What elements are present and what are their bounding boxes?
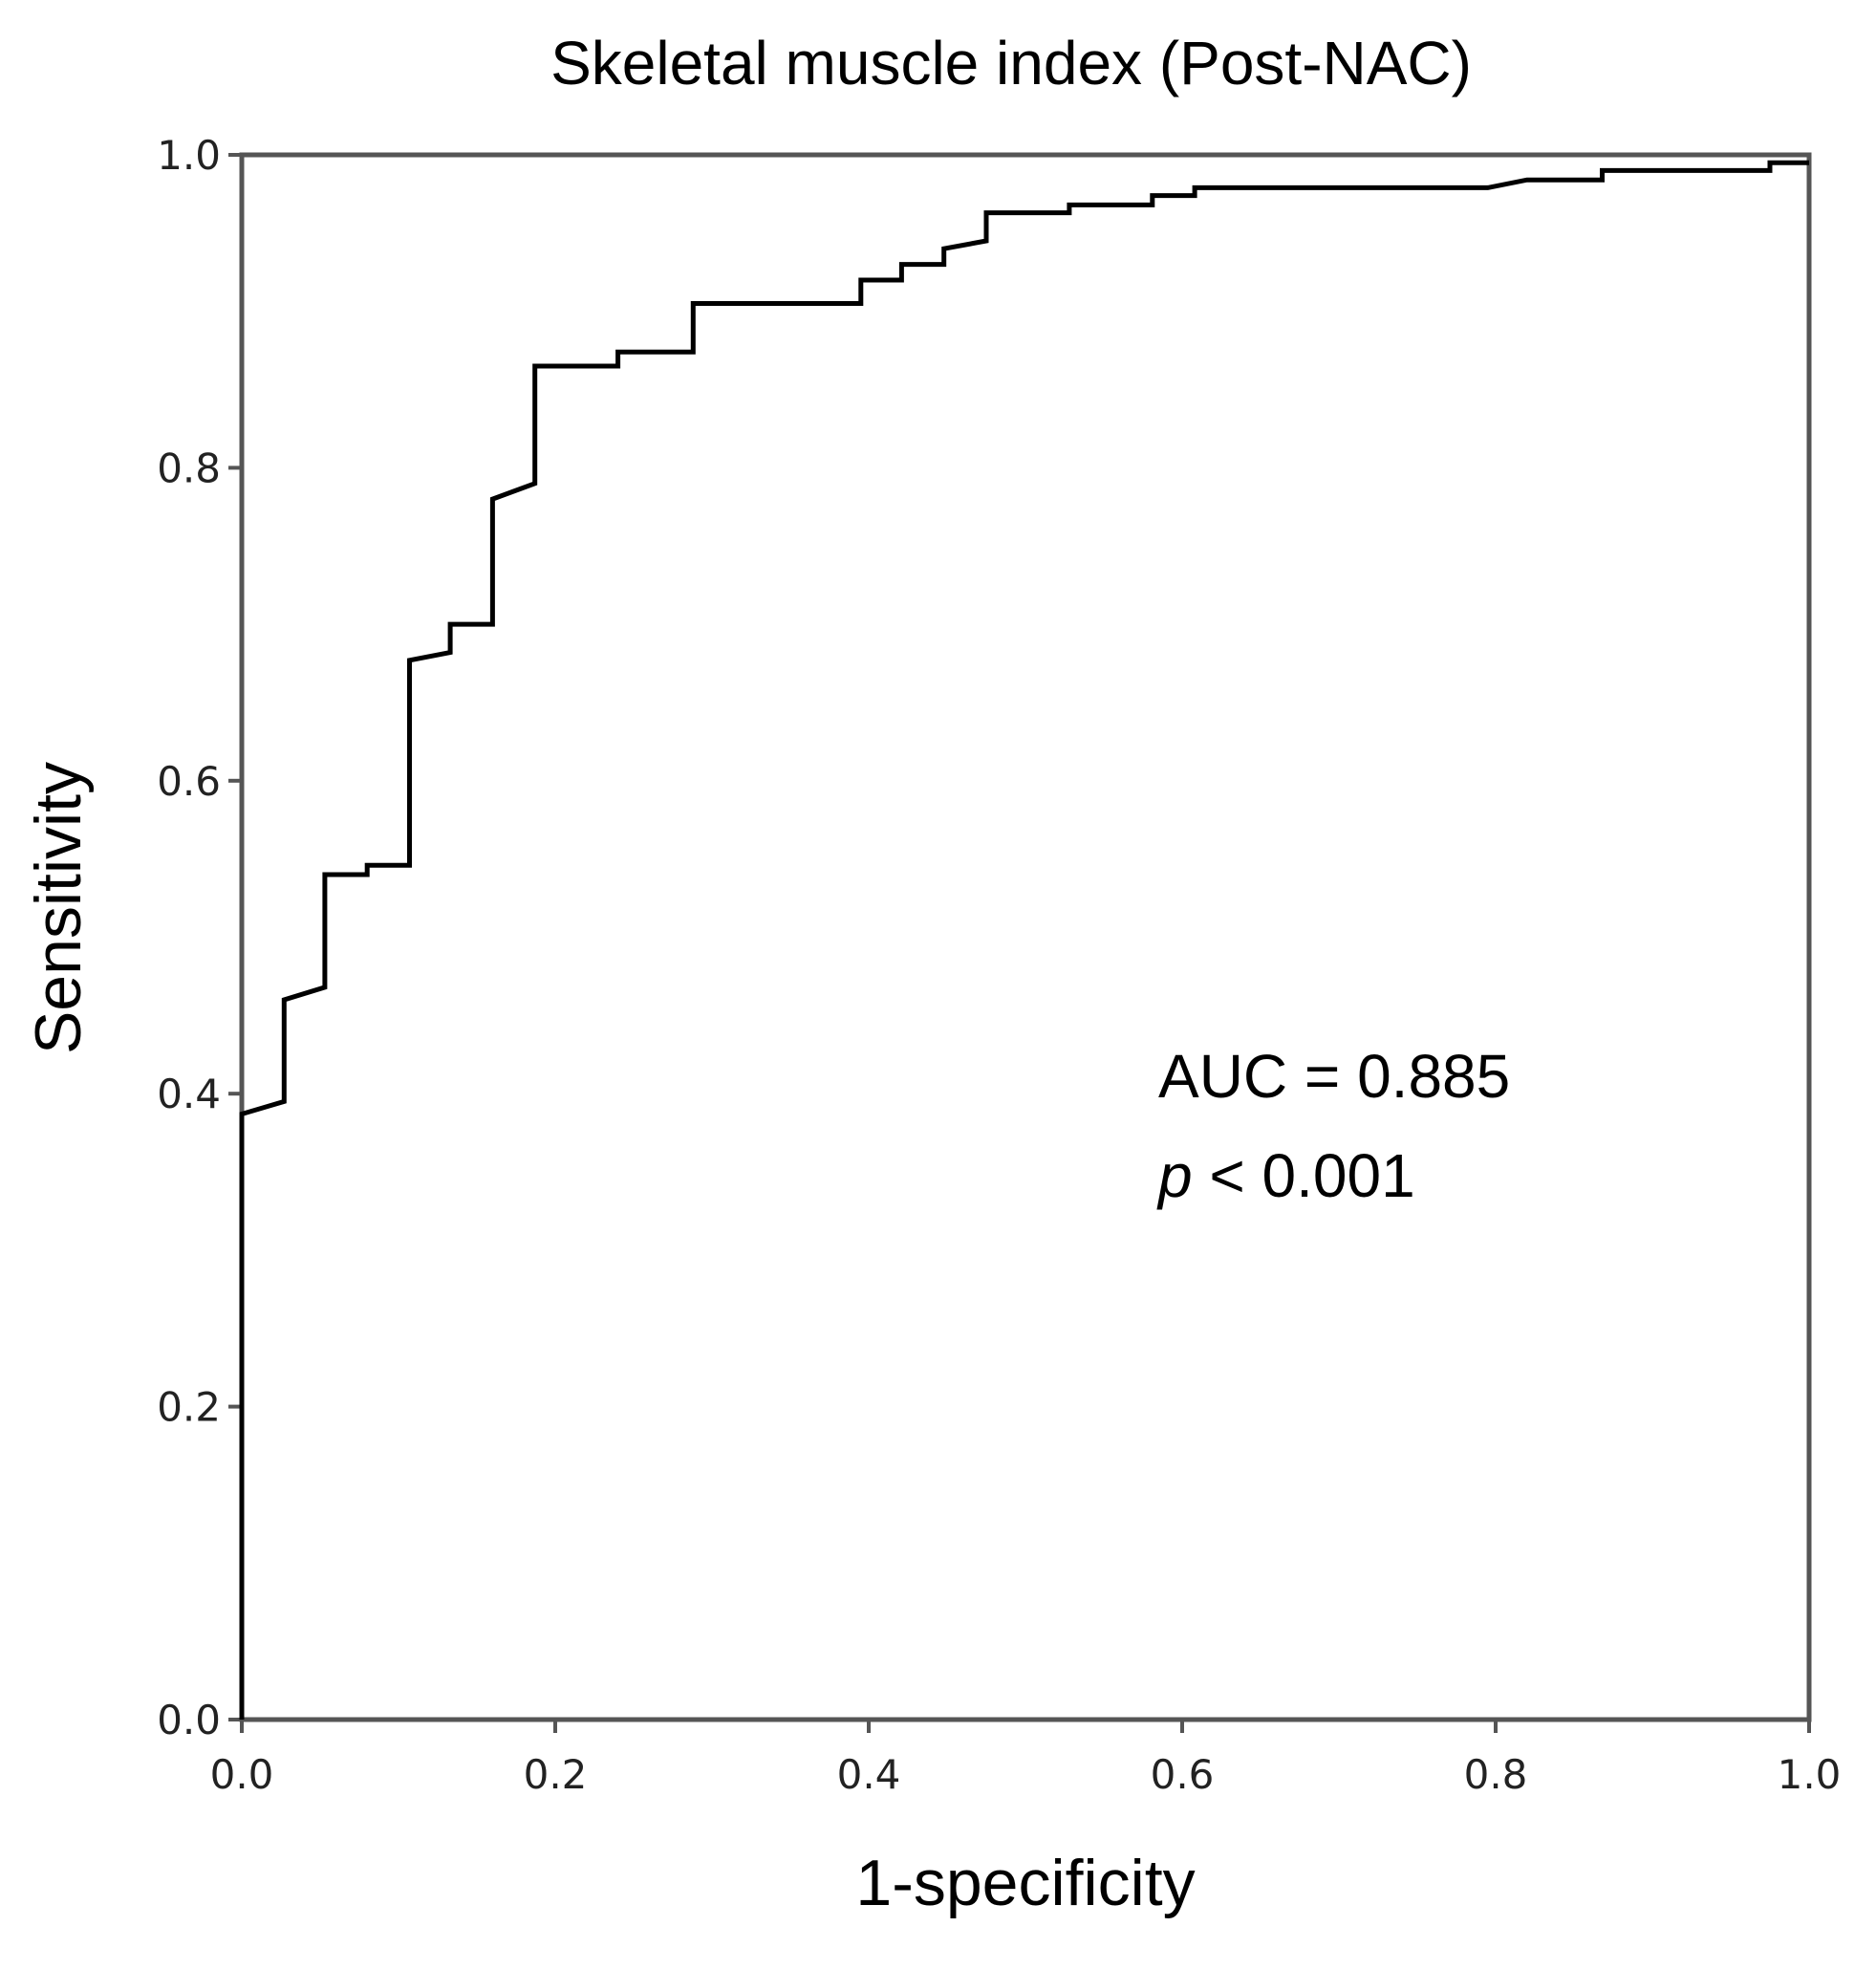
x-axis-label: 1-specificity: [855, 1847, 1195, 1919]
auc-annotation: AUC = 0.885: [1158, 1042, 1510, 1111]
x-tick-label: 0.8: [1464, 1751, 1528, 1798]
x-axis-ticks: 0.0 0.2 0.4 0.6 0.8 1.0: [210, 1720, 1842, 1798]
series-layer: [239, 160, 1809, 1720]
x-tick-label: 0.2: [524, 1751, 588, 1798]
y-tick-label: 0.8: [157, 444, 221, 491]
roc-curve: [239, 160, 1809, 1720]
y-tick-label: 0.0: [157, 1697, 221, 1743]
x-tick-label: 1.0: [1778, 1751, 1842, 1798]
p-value-annotation: p < 0.001: [1156, 1141, 1415, 1210]
x-tick-label: 0.0: [210, 1751, 274, 1798]
x-tick-label: 0.4: [837, 1751, 901, 1798]
chart-title: Skeletal muscle index (Post-NAC): [550, 29, 1472, 97]
y-tick-label: 0.4: [157, 1071, 221, 1117]
y-axis-label: Sensitivity: [22, 762, 95, 1054]
x-tick-label: 0.6: [1151, 1751, 1215, 1798]
plot-area: 0.0 0.2 0.4 0.6 0.8 1.0 0.0 0.2 0.4 0.6 0.8 1.0: [157, 132, 1841, 1798]
y-tick-label: 0.2: [157, 1384, 221, 1431]
p-value-text: < 0.001: [1193, 1141, 1415, 1210]
y-axis-ticks: 0.0 0.2 0.4 0.6 0.8 1.0: [157, 132, 242, 1743]
y-tick-label: 0.6: [157, 758, 221, 805]
plot-frame: [239, 152, 1812, 1722]
y-tick-label: 1.0: [157, 132, 221, 179]
p-symbol: p: [1156, 1141, 1193, 1210]
